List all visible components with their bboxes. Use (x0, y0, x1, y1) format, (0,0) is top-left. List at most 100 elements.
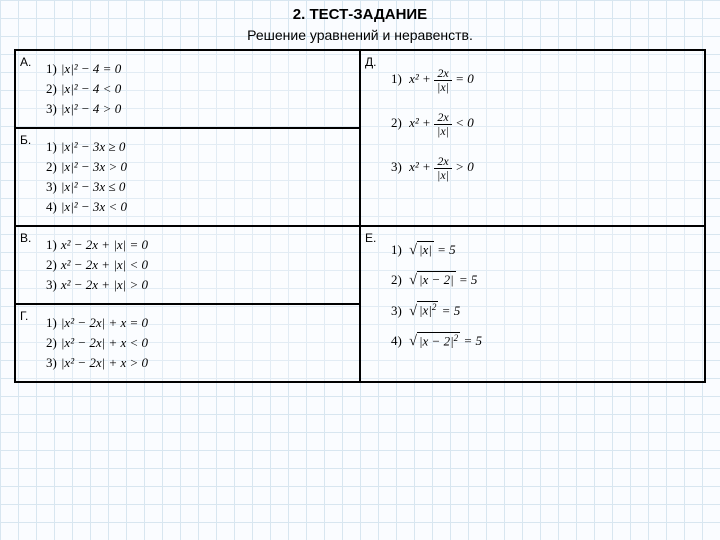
radicand: |x| (419, 303, 432, 318)
list-item: 2) |x² − 2x| + x < 0 (46, 335, 351, 351)
list-item: 2) |x − 2| = 5 (391, 271, 696, 289)
list-item: 3) |x|² − 3x ≤ 0 (46, 179, 351, 195)
tail: = 0 (455, 71, 474, 86)
item-no: 2) (391, 272, 402, 287)
denominator: |x| (434, 81, 452, 94)
item-no: 2) (391, 115, 402, 130)
cell-a-label: А. (20, 55, 31, 69)
numerator: 2x (434, 155, 452, 169)
item-no: 2) (46, 257, 57, 272)
list-item: 2) x² − 2x + |x| < 0 (46, 257, 351, 273)
list-item: 4) |x − 2|2 = 5 (391, 332, 696, 351)
item-no: 1) (391, 242, 402, 257)
item-no: 2) (46, 81, 57, 96)
cell-e-label: Е. (365, 231, 376, 245)
item-no: 4) (391, 333, 402, 348)
exponent: 2 (432, 302, 437, 312)
list-item: 1) |x|² − 4 = 0 (46, 61, 351, 77)
page-subtitle: Решение уравнений и неравенств. (14, 27, 706, 43)
cell-d-label: Д. (365, 55, 376, 69)
list-item: 2) |x|² − 4 < 0 (46, 81, 351, 97)
list-item: 4) |x|² − 3x < 0 (46, 199, 351, 215)
item-no: 3) (46, 355, 57, 370)
numerator: 2x (434, 111, 452, 125)
item-no: 3) (391, 159, 402, 174)
radicand: |x − 2| (419, 333, 454, 348)
exponent: 2 (454, 333, 459, 343)
fraction: 2x|x| (434, 155, 452, 181)
cell-a: А. 1) |x|² − 4 = 0 2) |x|² − 4 < 0 3) |x|² … (15, 50, 360, 128)
cell-d: Д. 1) x² + 2x|x| = 0 2) x² + 2x|x| < 0 3… (360, 50, 705, 226)
radical: |x − 2| (409, 271, 456, 289)
item-expr: |x² − 2x| + x < 0 (61, 335, 148, 350)
item-expr: |x|² − 3x < 0 (61, 199, 127, 214)
denominator: |x| (434, 169, 452, 182)
list-item: 1) |x|² − 3x ≥ 0 (46, 139, 351, 155)
item-no: 3) (46, 277, 57, 292)
item-expr: |x|² − 3x ≥ 0 (61, 139, 126, 154)
cell-v-label: В. (20, 231, 31, 245)
item-expr: x² − 2x + |x| > 0 (61, 277, 148, 292)
denominator: |x| (434, 125, 452, 138)
radical: |x| (409, 241, 434, 259)
item-expr: |x² − 2x| + x > 0 (61, 355, 148, 370)
cell-g: Г. 1) |x² − 2x| + x = 0 2) |x² − 2x| + x <… (15, 304, 360, 382)
cell-e: Е. 1) |x| = 5 2) |x − 2| = 5 3) |x|2 = 5… (360, 226, 705, 382)
tail: > 0 (455, 159, 474, 174)
radicand: |x − 2| (417, 271, 456, 288)
tail: = 5 (456, 272, 478, 287)
list-item: 3) |x|² − 4 > 0 (46, 101, 351, 117)
item-no: 2) (46, 159, 57, 174)
item-expr: |x² − 2x| + x = 0 (61, 315, 148, 330)
item-expr: x² − 2x + |x| = 0 (61, 237, 148, 252)
tail: < 0 (455, 115, 474, 130)
list-item: 1) x² + 2x|x| = 0 (391, 67, 696, 93)
term: x² (409, 115, 419, 130)
item-expr: |x|² − 4 = 0 (61, 61, 121, 76)
item-no: 2) (46, 335, 57, 350)
item-no: 1) (46, 237, 57, 252)
radical: |x|2 (409, 301, 438, 320)
item-no: 1) (46, 61, 57, 76)
item-no: 3) (46, 101, 57, 116)
list-item: 2) x² + 2x|x| < 0 (391, 111, 696, 137)
item-expr: |x|² − 3x ≤ 0 (61, 179, 126, 194)
term: x² (409, 71, 419, 86)
list-item: 3) x² − 2x + |x| > 0 (46, 277, 351, 293)
list-item: 1) x² − 2x + |x| = 0 (46, 237, 351, 253)
tail: = 5 (438, 303, 460, 318)
op: + (422, 71, 431, 86)
item-expr: x² − 2x + |x| < 0 (61, 257, 148, 272)
radicand: |x| (417, 241, 434, 258)
op: + (422, 159, 431, 174)
op: + (422, 115, 431, 130)
page-title: 2. ТЕСТ-ЗАДАНИЕ (14, 6, 706, 23)
item-expr: |x|² − 4 > 0 (61, 101, 121, 116)
list-item: 3) x² + 2x|x| > 0 (391, 155, 696, 181)
item-expr: |x|² − 3x > 0 (61, 159, 127, 174)
item-no: 4) (46, 199, 57, 214)
radical: |x − 2|2 (409, 332, 460, 351)
item-no: 3) (46, 179, 57, 194)
fraction: 2x|x| (434, 111, 452, 137)
tail: = 5 (460, 333, 482, 348)
list-item: 3) |x|2 = 5 (391, 301, 696, 320)
item-no: 1) (391, 71, 402, 86)
cell-b: Б. 1) |x|² − 3x ≥ 0 2) |x|² − 3x > 0 3) |x|… (15, 128, 360, 226)
item-no: 1) (46, 315, 57, 330)
item-no: 3) (391, 303, 402, 318)
numerator: 2x (434, 67, 452, 81)
fraction: 2x|x| (434, 67, 452, 93)
tail: = 5 (434, 242, 456, 257)
cell-b-label: Б. (20, 133, 31, 147)
problem-grid: А. 1) |x|² − 4 = 0 2) |x|² − 4 < 0 3) |x|² … (14, 49, 706, 383)
list-item: 1) |x² − 2x| + x = 0 (46, 315, 351, 331)
list-item: 3) |x² − 2x| + x > 0 (46, 355, 351, 371)
item-no: 1) (46, 139, 57, 154)
list-item: 2) |x|² − 3x > 0 (46, 159, 351, 175)
list-item: 1) |x| = 5 (391, 241, 696, 259)
term: x² (409, 159, 419, 174)
cell-v: В. 1) x² − 2x + |x| = 0 2) x² − 2x + |x| <… (15, 226, 360, 304)
item-expr: |x|² − 4 < 0 (61, 81, 121, 96)
cell-g-label: Г. (20, 309, 28, 323)
